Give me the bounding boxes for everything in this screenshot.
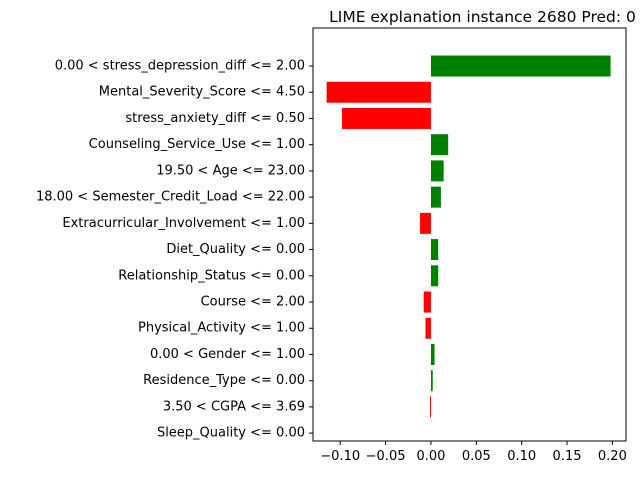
- x-tick-label-1: −0.05: [366, 449, 406, 464]
- bar-4: [430, 160, 444, 182]
- category-label-7: Diet_Quality <= 0.00: [166, 242, 305, 257]
- bar-8: [430, 265, 439, 287]
- category-label-9: Course <= 2.00: [201, 295, 305, 310]
- category-label-6: Extracurricular_Involvement <= 1.00: [62, 216, 305, 231]
- category-label-1: Mental_Severity_Score <= 4.50: [99, 85, 305, 100]
- plot-frame: [312, 27, 627, 442]
- x-tick-label-4: 0.10: [507, 449, 536, 464]
- chart-title: LIME explanation instance 2680 Pred: 0: [329, 8, 636, 26]
- bar-13: [430, 396, 431, 418]
- bar-6: [420, 212, 431, 234]
- category-label-0: 0.00 < stress_depression_diff <= 2.00: [55, 59, 305, 74]
- bar-1: [326, 81, 431, 103]
- category-label-4: 19.50 < Age <= 23.00: [156, 163, 305, 178]
- bar-0: [430, 55, 611, 77]
- x-tick-label-0: −0.10: [320, 449, 360, 464]
- bars-layer: [326, 55, 611, 418]
- category-label-8: Relationship_Status <= 0.00: [118, 268, 305, 283]
- bar-10: [425, 317, 431, 339]
- category-label-14: Sleep_Quality <= 0.00: [157, 426, 305, 441]
- bar-9: [423, 291, 431, 313]
- category-label-5: 18.00 < Semester_Credit_Load <= 22.00: [36, 190, 305, 205]
- category-label-11: 0.00 < Gender <= 1.00: [150, 347, 305, 362]
- x-tick-label-3: 0.05: [462, 449, 491, 464]
- category-label-2: stress_anxiety_diff <= 0.50: [125, 111, 305, 126]
- bar-2: [342, 107, 431, 129]
- category-labels: 0.00 < stress_depression_diff <= 2.00 Men…: [36, 59, 313, 441]
- bar-7: [430, 239, 439, 261]
- category-label-13: 3.50 < CGPA <= 3.69: [163, 399, 305, 414]
- x-axis: −0.10 −0.05 0.00 0.05 0.10 0.15 0.20: [320, 441, 627, 464]
- bar-3: [430, 134, 449, 156]
- bar-11: [430, 343, 435, 365]
- bar-12: [430, 370, 433, 392]
- x-tick-label-2: 0.00: [416, 449, 445, 464]
- category-label-12: Residence_Type <= 0.00: [143, 373, 305, 388]
- category-label-10: Physical_Activity <= 1.00: [138, 321, 305, 336]
- bar-5: [430, 186, 441, 208]
- x-tick-label-5: 0.15: [553, 449, 582, 464]
- x-tick-label-6: 0.20: [598, 449, 627, 464]
- category-label-3: Counseling_Service_Use <= 1.00: [89, 137, 305, 152]
